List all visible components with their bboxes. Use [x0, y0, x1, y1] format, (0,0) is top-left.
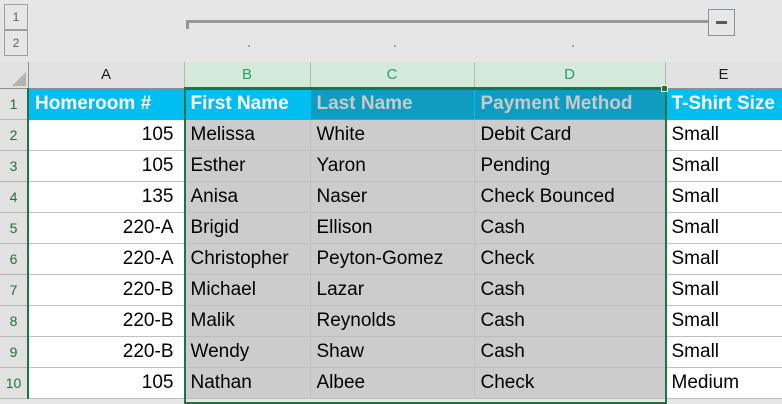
cell-e4[interactable]: Small	[665, 181, 782, 213]
cell-b10[interactable]: Nathan	[184, 367, 311, 399]
table-row: 7 220-B Michael Lazar Cash Small	[0, 274, 782, 306]
table-row: 1 Homeroom # First Name Last Name Paymen…	[0, 88, 782, 120]
cell-d10[interactable]: Check	[474, 367, 666, 399]
cell-a4[interactable]: 135	[28, 181, 185, 213]
outline-level-button-2[interactable]: 2	[4, 30, 28, 56]
row-header-1[interactable]: 1	[0, 88, 29, 120]
row-header-8[interactable]: 8	[0, 305, 29, 337]
table-row: 3 105 Esther Yaron Pending Small	[0, 150, 782, 182]
row-header-3[interactable]: 3	[0, 150, 29, 182]
cell-a10[interactable]: 105	[28, 367, 185, 399]
cell-a1[interactable]: Homeroom #	[28, 88, 185, 120]
cell-b6[interactable]: Christopher	[184, 243, 311, 275]
column-header-a[interactable]: A	[28, 62, 185, 89]
outline-dot	[248, 45, 250, 47]
outline-level-button-1[interactable]: 1	[4, 4, 28, 30]
cell-e1[interactable]: T-Shirt Size	[665, 88, 782, 120]
select-all-corner[interactable]	[0, 62, 29, 89]
cell-a9[interactable]: 220-B	[28, 336, 185, 368]
outline-dot	[394, 45, 396, 47]
table-row: 8 220-B Malik Reynolds Cash Small	[0, 305, 782, 337]
cell-e7[interactable]: Small	[665, 274, 782, 306]
cell-c9[interactable]: Shaw	[310, 336, 475, 368]
cell-a7[interactable]: 220-B	[28, 274, 185, 306]
table-row: 4 135 Anisa Naser Check Bounced Small	[0, 181, 782, 213]
column-header-c[interactable]: C	[310, 62, 475, 89]
row-header-6[interactable]: 6	[0, 243, 29, 275]
cell-c10[interactable]: Albee	[310, 367, 475, 399]
cell-a5[interactable]: 220-A	[28, 212, 185, 244]
worksheet-grid[interactable]: A B C D E 1 Homeroom # First Name Last N…	[0, 62, 782, 404]
cell-a6[interactable]: 220-A	[28, 243, 185, 275]
table-row: 5 220-A Brigid Ellison Cash Small	[0, 212, 782, 244]
cell-d9[interactable]: Cash	[474, 336, 666, 368]
cell-a2[interactable]: 105	[28, 119, 185, 151]
column-outline-bar: 1 2	[0, 0, 782, 62]
cell-b1[interactable]: First Name	[184, 88, 311, 120]
cell-e9[interactable]: Small	[665, 336, 782, 368]
row-header-5[interactable]: 5	[0, 212, 29, 244]
row-header-9[interactable]: 9	[0, 336, 29, 368]
cell-b3[interactable]: Esther	[184, 150, 311, 182]
row-header-7[interactable]: 7	[0, 274, 29, 306]
column-header-b[interactable]: B	[184, 62, 311, 89]
outline-collapse-button[interactable]	[708, 9, 735, 36]
cell-e10[interactable]: Medium	[665, 367, 782, 399]
cell-b9[interactable]: Wendy	[184, 336, 311, 368]
column-header-e[interactable]: E	[665, 62, 782, 89]
cell-c8[interactable]: Reynolds	[310, 305, 475, 337]
cell-c5[interactable]: Ellison	[310, 212, 475, 244]
cell-e3[interactable]: Small	[665, 150, 782, 182]
table-row: 2 105 Melissa White Debit Card Small	[0, 119, 782, 151]
cell-e5[interactable]: Small	[665, 212, 782, 244]
row-header-10[interactable]: 10	[0, 367, 29, 399]
cell-c3[interactable]: Yaron	[310, 150, 475, 182]
cell-b4[interactable]: Anisa	[184, 181, 311, 213]
cell-c6[interactable]: Peyton-Gomez	[310, 243, 475, 275]
table-row: 10 105 Nathan Albee Check Medium	[0, 367, 782, 399]
column-header-d[interactable]: D	[474, 62, 666, 89]
outline-dot	[572, 45, 574, 47]
cell-a3[interactable]: 105	[28, 150, 185, 182]
cell-e8[interactable]: Small	[665, 305, 782, 337]
cell-c7[interactable]: Lazar	[310, 274, 475, 306]
table-row: 6 220-A Christopher Peyton-Gomez Check S…	[0, 243, 782, 275]
cell-b2[interactable]: Melissa	[184, 119, 311, 151]
cell-d6[interactable]: Check	[474, 243, 666, 275]
cell-c1[interactable]: Last Name	[310, 88, 475, 120]
table-row: 9 220-B Wendy Shaw Cash Small	[0, 336, 782, 368]
cell-a8[interactable]: 220-B	[28, 305, 185, 337]
cell-e2[interactable]: Small	[665, 119, 782, 151]
cell-d2[interactable]: Debit Card	[474, 119, 666, 151]
cell-c2[interactable]: White	[310, 119, 475, 151]
cell-d3[interactable]: Pending	[474, 150, 666, 182]
cell-d7[interactable]: Cash	[474, 274, 666, 306]
cell-b7[interactable]: Michael	[184, 274, 311, 306]
row-header-4[interactable]: 4	[0, 181, 29, 213]
cell-d1[interactable]: Payment Method	[474, 88, 666, 120]
cell-b8[interactable]: Malik	[184, 305, 311, 337]
row-header-2[interactable]: 2	[0, 119, 29, 151]
outline-group-bracket	[186, 20, 709, 23]
cell-d5[interactable]: Cash	[474, 212, 666, 244]
minus-icon	[716, 21, 727, 24]
outline-bracket-start-tick	[186, 20, 189, 29]
cell-e6[interactable]: Small	[665, 243, 782, 275]
worksheet-table: A B C D E 1 Homeroom # First Name Last N…	[0, 62, 782, 399]
column-header-row: A B C D E	[0, 62, 782, 89]
cell-c4[interactable]: Naser	[310, 181, 475, 213]
cell-d4[interactable]: Check Bounced	[474, 181, 666, 213]
select-all-icon	[11, 71, 26, 86]
cell-b5[interactable]: Brigid	[184, 212, 311, 244]
cell-d8[interactable]: Cash	[474, 305, 666, 337]
